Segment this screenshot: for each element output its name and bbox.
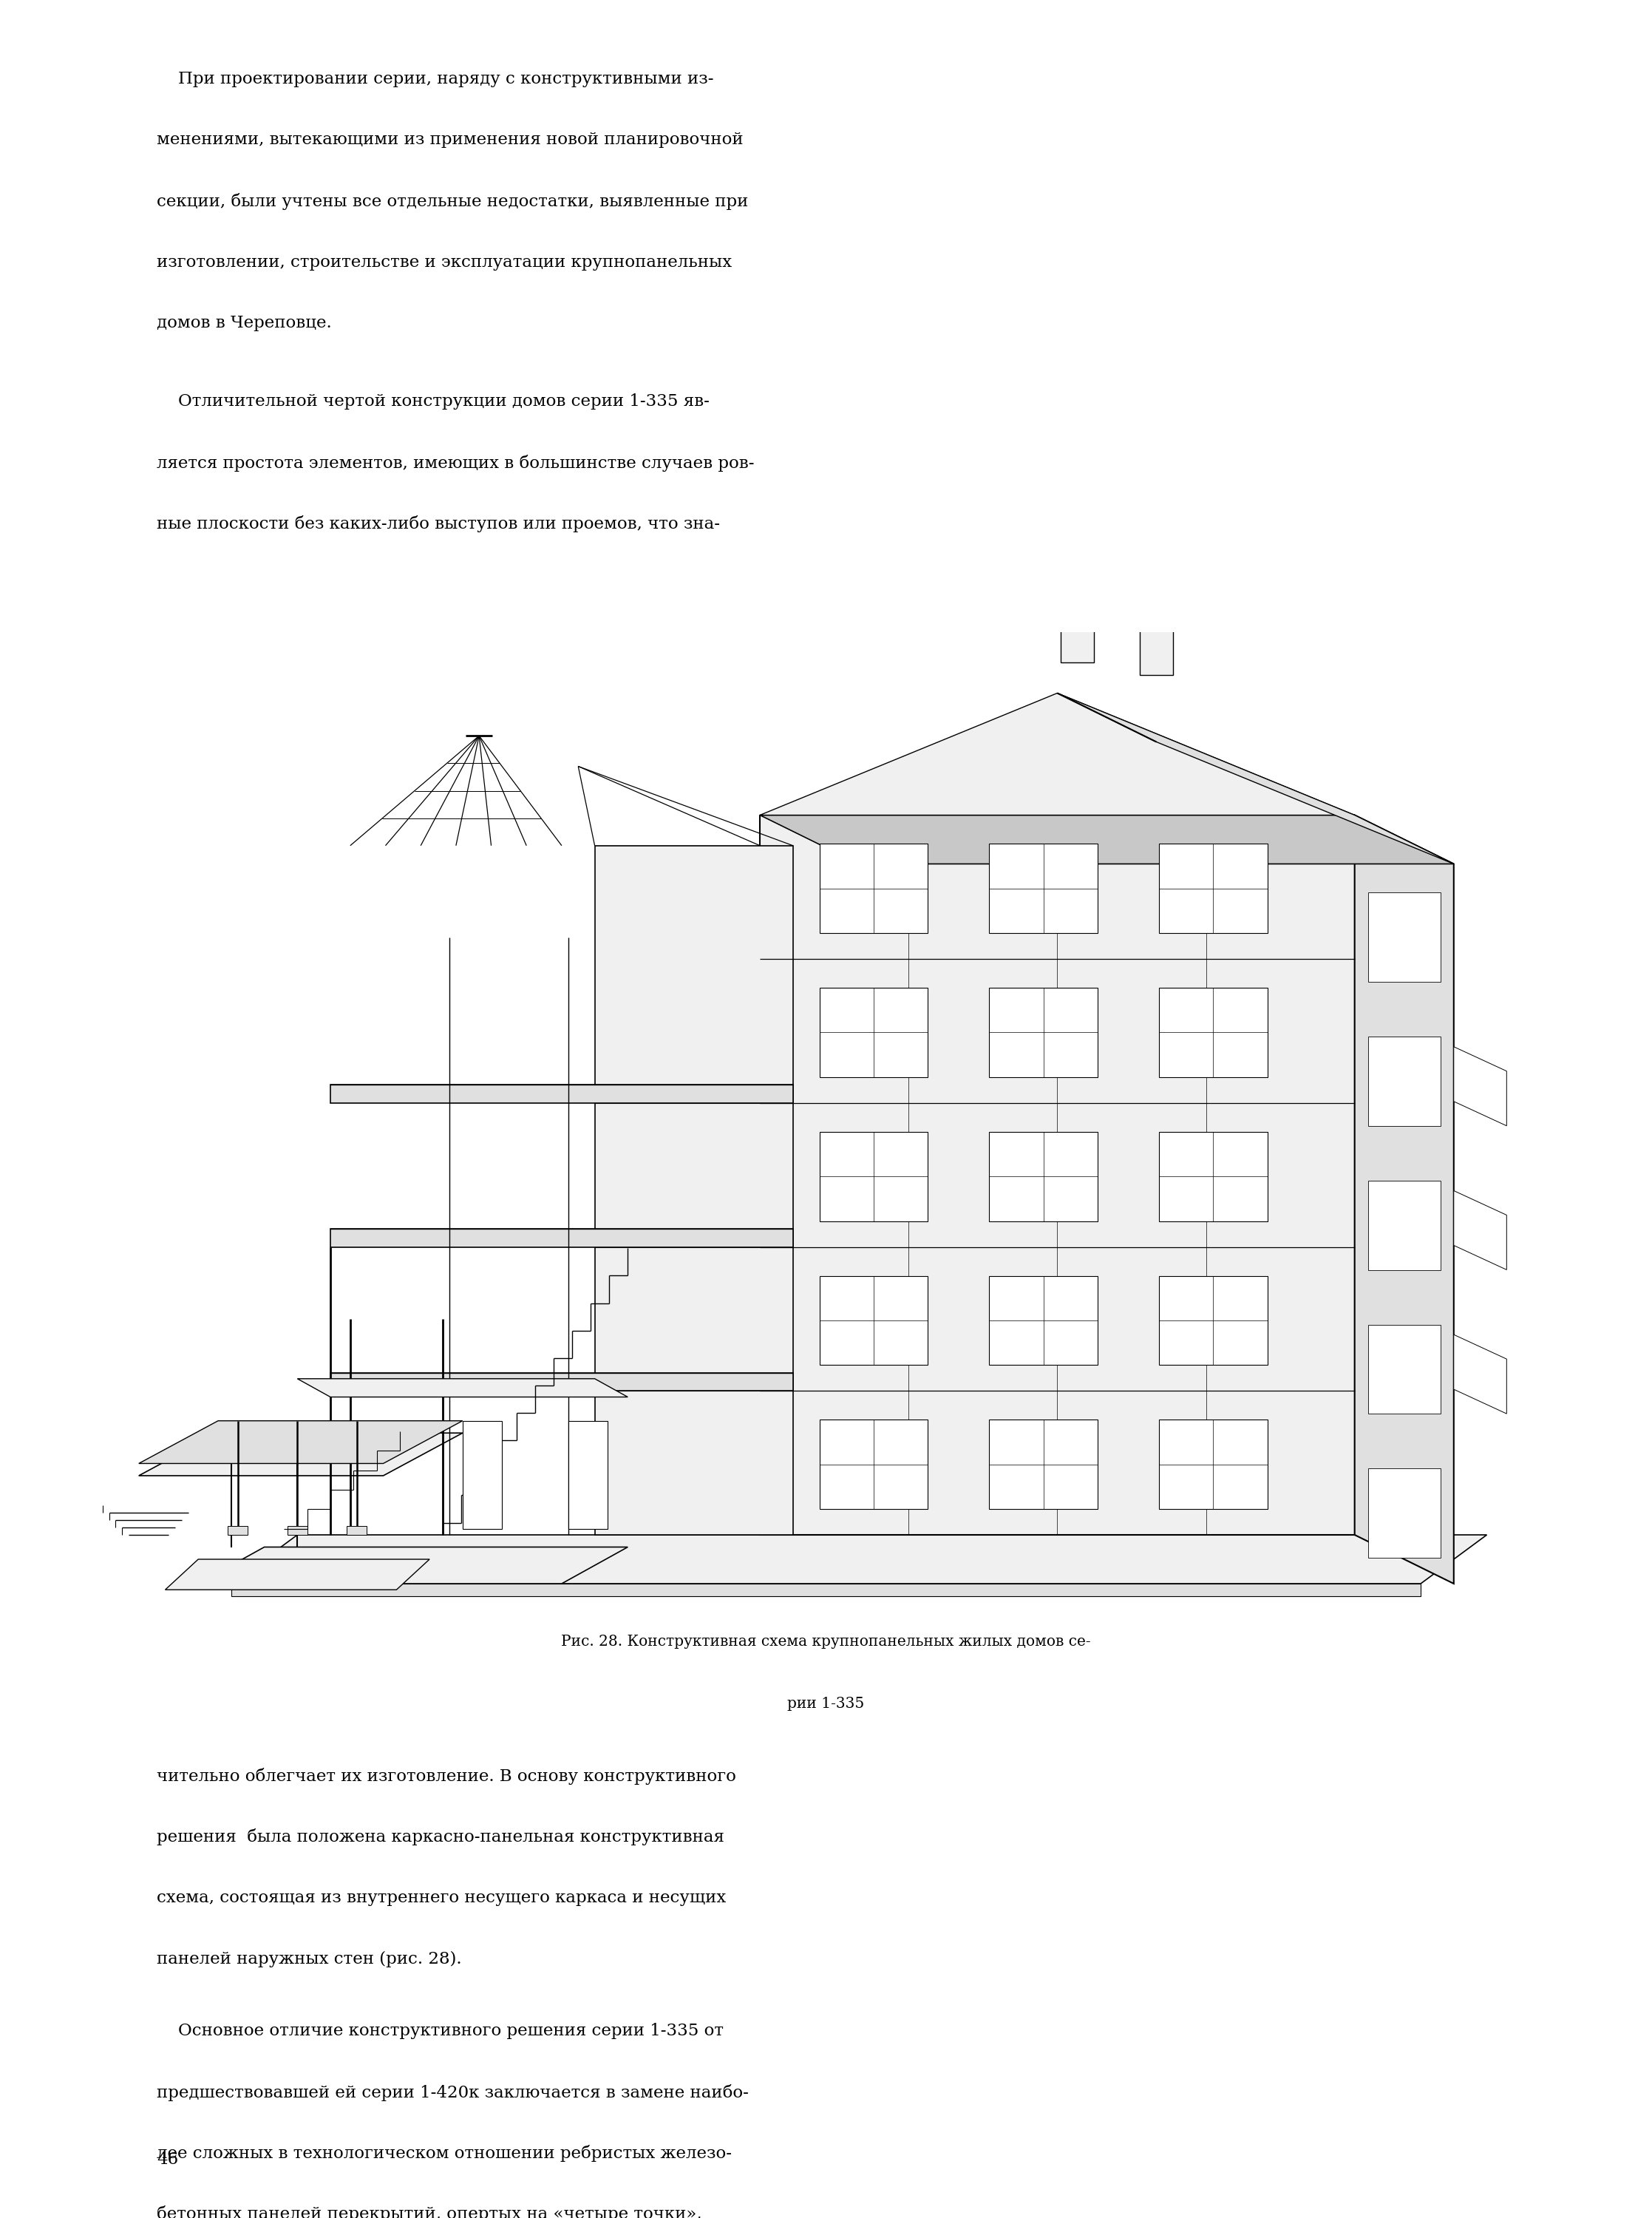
Polygon shape bbox=[330, 1229, 793, 1247]
Polygon shape bbox=[463, 1422, 502, 1528]
Polygon shape bbox=[568, 1422, 608, 1528]
Polygon shape bbox=[1057, 692, 1454, 865]
Polygon shape bbox=[1368, 892, 1441, 983]
Polygon shape bbox=[1355, 816, 1454, 1584]
Polygon shape bbox=[990, 1275, 1097, 1364]
Polygon shape bbox=[760, 692, 1355, 816]
Text: ляется простота элементов, имеющих в большинстве случаев ров-: ляется простота элементов, имеющих в бол… bbox=[157, 455, 755, 472]
Polygon shape bbox=[1140, 625, 1173, 674]
Text: Рис. 28. Конструктивная схема крупнопанельных жилых домов се-: Рис. 28. Конструктивная схема крупнопане… bbox=[562, 1635, 1090, 1648]
Polygon shape bbox=[819, 1420, 927, 1508]
Polygon shape bbox=[330, 1373, 793, 1391]
Text: панелей наружных стен (рис. 28).: панелей наружных стен (рис. 28). bbox=[157, 1952, 463, 1967]
Polygon shape bbox=[347, 1526, 367, 1535]
Text: предшествовавшей ей серии 1-420к заключается в замене наибо-: предшествовавшей ей серии 1-420к заключа… bbox=[157, 2085, 748, 2100]
Polygon shape bbox=[1054, 606, 1100, 614]
Polygon shape bbox=[1160, 1275, 1267, 1364]
Polygon shape bbox=[1160, 1420, 1267, 1508]
Polygon shape bbox=[760, 816, 1454, 865]
Text: лее сложных в технологическом отношении ребристых железо-: лее сложных в технологическом отношении … bbox=[157, 2145, 732, 2163]
Polygon shape bbox=[1160, 843, 1267, 934]
Polygon shape bbox=[198, 1548, 628, 1584]
Polygon shape bbox=[1368, 1324, 1441, 1413]
Polygon shape bbox=[1368, 1036, 1441, 1127]
Polygon shape bbox=[1454, 1335, 1507, 1413]
Polygon shape bbox=[819, 843, 927, 934]
Text: секции, были учтены все отдельные недостатки, выявленные при: секции, были учтены все отдельные недост… bbox=[157, 193, 748, 211]
Polygon shape bbox=[990, 843, 1097, 934]
Text: 46: 46 bbox=[157, 2151, 178, 2167]
Polygon shape bbox=[228, 1526, 248, 1535]
Text: рии 1-335: рии 1-335 bbox=[788, 1697, 864, 1710]
Polygon shape bbox=[990, 1131, 1097, 1222]
Polygon shape bbox=[330, 1085, 793, 1102]
Text: Основное отличие конструктивного решения серии 1-335 от: Основное отличие конструктивного решения… bbox=[157, 2023, 724, 2038]
Polygon shape bbox=[1061, 614, 1094, 663]
Polygon shape bbox=[1160, 987, 1267, 1078]
Polygon shape bbox=[297, 1380, 628, 1397]
Text: чительно облегчает их изготовление. В основу конструктивного: чительно облегчает их изготовление. В ос… bbox=[157, 1768, 737, 1785]
Polygon shape bbox=[1133, 617, 1180, 625]
Polygon shape bbox=[1368, 1468, 1441, 1557]
Text: схема, состоящая из внутреннего несущего каркаса и несущих: схема, состоящая из внутреннего несущего… bbox=[157, 1890, 727, 1905]
Polygon shape bbox=[231, 1584, 1421, 1597]
Polygon shape bbox=[595, 845, 793, 1535]
Text: Отличительной чертой конструкции домов серии 1-335 яв-: Отличительной чертой конструкции домов с… bbox=[157, 395, 710, 410]
Polygon shape bbox=[231, 1535, 1487, 1584]
Text: ные плоскости без каких-либо выступов или проемов, что зна-: ные плоскости без каких-либо выступов ил… bbox=[157, 517, 720, 532]
Polygon shape bbox=[1368, 1180, 1441, 1271]
Polygon shape bbox=[1454, 1047, 1507, 1127]
Polygon shape bbox=[1160, 1131, 1267, 1222]
Text: бетонных панелей перекрытий, опертых на «четыре точки»,: бетонных панелей перекрытий, опертых на … bbox=[157, 2205, 702, 2218]
Polygon shape bbox=[990, 987, 1097, 1078]
Polygon shape bbox=[760, 816, 1355, 1535]
Text: изготовлении, строительстве и эксплуатации крупнопанельных: изготовлении, строительстве и эксплуатац… bbox=[157, 255, 732, 271]
Polygon shape bbox=[1454, 1191, 1507, 1269]
Polygon shape bbox=[139, 1433, 463, 1475]
Polygon shape bbox=[990, 1420, 1097, 1508]
Text: решения  была положена каркасно-панельная конструктивная: решения была положена каркасно-панельная… bbox=[157, 1828, 725, 1845]
Polygon shape bbox=[139, 1422, 463, 1464]
Text: домов в Череповце.: домов в Череповце. bbox=[157, 315, 332, 330]
Polygon shape bbox=[819, 1275, 927, 1364]
Text: менениями, вытекающими из применения новой планировочной: менениями, вытекающими из применения нов… bbox=[157, 133, 743, 149]
Polygon shape bbox=[287, 1526, 307, 1535]
Polygon shape bbox=[819, 1131, 927, 1222]
Polygon shape bbox=[819, 987, 927, 1078]
Text: При проектировании серии, наряду с конструктивными из-: При проектировании серии, наряду с конст… bbox=[157, 71, 714, 87]
Polygon shape bbox=[165, 1559, 430, 1590]
